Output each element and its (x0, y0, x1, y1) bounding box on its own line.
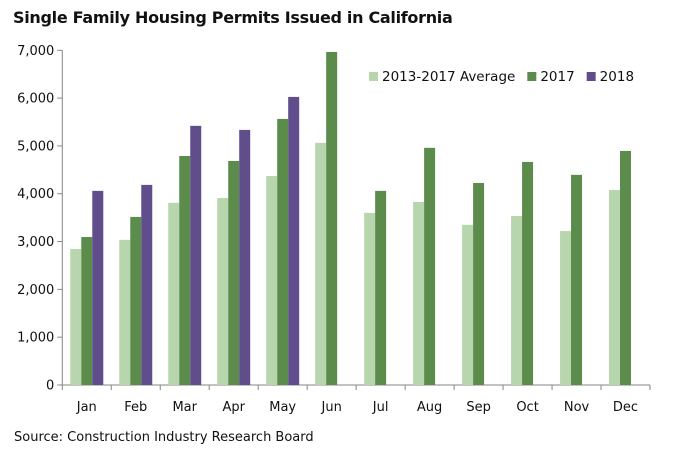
bar-2017-mar (179, 155, 191, 385)
bar-2013-2017-average-mar (168, 202, 180, 385)
bar-2017-oct (522, 161, 534, 385)
bar-2013-2017-average-apr (217, 198, 229, 385)
y-tick-label: 0 (46, 379, 54, 394)
bar-2013-2017-average-aug (413, 201, 425, 385)
bar-2013-2017-average-jul (364, 212, 376, 385)
legend-label: 2017 (540, 69, 574, 85)
y-tick-label: 6,000 (17, 92, 54, 107)
bar-2018-jan (92, 190, 104, 385)
bar-2018-feb (141, 184, 153, 385)
bar-2017-feb (130, 216, 142, 385)
bar-2017-may (277, 118, 289, 385)
x-tick-label: Nov (564, 400, 590, 415)
legend-swatch (586, 72, 596, 81)
x-tick-label: Jan (76, 400, 97, 415)
chart-title: Single Family Housing Permits Issued in … (13, 8, 453, 27)
bar-2018-may (288, 96, 300, 385)
bar-2013-2017-average-dec (609, 189, 621, 385)
bar-2017-jun (326, 51, 338, 385)
x-tick-label: Jul (372, 400, 389, 415)
legend-swatch (527, 72, 537, 81)
bar-2017-dec (620, 150, 632, 385)
y-tick-label: 1,000 (17, 331, 54, 346)
bar-2017-nov (571, 174, 583, 385)
y-tick-label: 3,000 (17, 235, 54, 250)
y-tick-label: 4,000 (17, 187, 54, 202)
bar-2013-2017-average-sep (462, 224, 474, 385)
x-tick-label: Apr (222, 400, 245, 415)
bar-2013-2017-average-oct (511, 215, 523, 385)
legend-label: 2013-2017 Average (382, 69, 515, 85)
legend-label: 2018 (600, 69, 634, 85)
source-note: Source: Construction Industry Research B… (14, 430, 314, 445)
x-tick-label: Aug (417, 400, 442, 415)
bar-2018-apr (239, 129, 251, 385)
x-tick-label: Jun (321, 400, 342, 415)
y-tick-label: 2,000 (17, 283, 54, 298)
bar-2017-sep (473, 182, 485, 385)
x-tick-label: Oct (516, 400, 538, 415)
x-tick-label: Mar (172, 400, 197, 415)
bar-2018-mar (190, 125, 202, 386)
bar-2013-2017-average-feb (119, 239, 131, 385)
bar-2017-jan (81, 237, 93, 385)
x-tick-label: Sep (466, 400, 491, 415)
bar-2013-2017-average-jun (315, 142, 327, 385)
bar-2013-2017-average-may (266, 176, 278, 385)
y-tick-label: 7,000 (17, 44, 54, 59)
x-tick-label: Dec (613, 400, 638, 415)
bar-2017-jul (375, 190, 387, 385)
bar-2017-aug (424, 147, 436, 385)
x-tick-label: Feb (124, 400, 147, 415)
bar-2017-apr (228, 160, 240, 385)
legend-swatch (369, 72, 378, 81)
y-tick-label: 5,000 (17, 139, 54, 154)
bar-2013-2017-average-jan (70, 248, 82, 385)
bar-2013-2017-average-nov (560, 231, 572, 385)
x-tick-label: May (269, 400, 296, 415)
